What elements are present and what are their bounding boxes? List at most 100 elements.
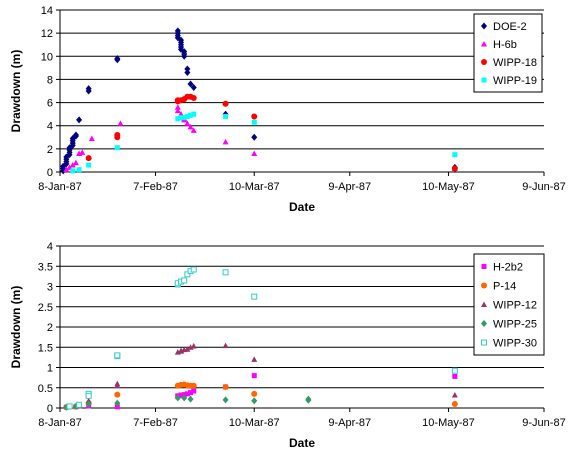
chart2-point-wipp-30 [184,271,191,278]
chart1-point-h-6b [187,123,194,130]
chart1-point-wipp-19 [184,113,190,119]
chart1-point-doe-2 [181,52,188,60]
chart1-x-tick-label: 8-Jan-87 [38,181,81,193]
chart2-point-wipp-25 [174,394,181,402]
chart1-point-wipp-19 [86,162,92,168]
chart1-point-h-6b [63,166,70,173]
chart1-point-wipp-19 [70,168,76,174]
chart1-point-wipp-18 [222,100,229,107]
chart2-point-h-2b2 [191,388,197,394]
chart1-y-tick-label: 12 [41,28,53,40]
chart1-point-wipp-19 [175,116,181,122]
chart1-x-tick-label: 9-Jun-87 [522,181,565,193]
chart2-point-p-14 [222,383,229,390]
chart2-x-tick-label: 9-Jun-87 [522,417,565,429]
chart2-point-wipp-12 [251,356,258,362]
chart1-x-tick-label: 9-Apr-87 [328,181,371,193]
chart1-point-wipp-18 [85,155,92,162]
chart1-legend-marker [481,22,487,30]
chart2-y-tick-label: 1.5 [38,342,53,354]
chart2-legend-marker [481,282,487,289]
chart2-legend-box [473,253,545,356]
chart2-point-wipp-12 [222,342,229,349]
chart2-point-wipp-12 [190,343,197,349]
chart1-y-tick-label: 8 [47,74,53,86]
chart2-point-wipp-25 [222,396,229,404]
chart2-x-tick-label: 10-May-87 [422,417,475,429]
chart1-y-tick-label: 2 [47,144,53,156]
chart2-point-wipp-25 [187,395,194,403]
chart1-point-wipp-19 [191,111,197,117]
chart2-legend-label: WIPP-25 [493,319,537,331]
chart1-point-wipp-19 [178,115,184,121]
chart1-point-doe-2 [76,116,83,124]
chart2-point-wipp-30 [451,367,458,374]
chart1-y-tick-label: 4 [47,121,53,133]
chart1-point-h-6b [251,150,258,156]
chart1-x-tick-label: 10-Mar-87 [229,181,280,193]
chart2-legend-marker [481,301,487,307]
chart1-y-tick-label: 10 [41,51,53,63]
chart2-point-wipp-25 [85,400,92,408]
chart1-point-h-6b [174,104,181,110]
chart2-point-wipp-12 [114,382,121,389]
chart1-point-h-6b [222,138,229,145]
chart2-y-tick-label: 0.5 [38,383,53,395]
chart1-point-h-6b [72,159,79,166]
chart1-legend-marker [481,77,487,83]
chart2-point-h-2b2 [184,391,190,397]
chart2-point-wipp-30 [114,352,121,359]
chart2-point-wipp-25 [305,396,312,404]
chart1-point-wipp-19 [181,115,187,121]
chart2-point-p-14 [451,400,458,407]
chart1-point-wipp-19 [114,145,120,151]
chart2-legend-label: P-14 [493,281,516,293]
chart1-point-doe-2 [190,84,197,92]
chart2-y-axis-title: Drawdown (m) [9,286,23,369]
chart2-point-h-2b2 [114,404,120,410]
chart2-point-wipp-30 [222,269,229,276]
chart1-point-wipp-18 [251,113,258,120]
chart1-point-doe-2 [184,68,191,76]
chart1-point-wipp-19 [223,113,229,119]
chart2-y-tick-label: 3 [47,282,53,294]
chart1-point-wipp-18 [114,134,121,141]
chart2-point-wipp-12 [184,346,191,352]
chart1-point-h-6b [117,120,124,126]
chart2-y-tick-label: 1 [47,363,53,375]
chart2-point-p-14 [251,390,258,397]
chart2-point-p-14 [114,391,121,398]
chart2-y-tick-label: 2 [47,322,53,334]
chart1-legend-label: DOE-2 [493,21,527,33]
chart1-point-h-6b [69,162,76,168]
chart1-point-wipp-18 [451,165,458,172]
chart2-x-tick-label: 7-Feb-87 [133,417,178,429]
chart1-x-tick-label: 10-May-87 [422,181,475,193]
chart1-point-wipp-19 [452,152,458,158]
chart2-legend-marker [481,320,487,327]
chart1-point-doe-2 [187,80,194,88]
chart1-y-tick-label: 14 [41,5,53,17]
chart2-point-wipp-25 [181,394,188,402]
chart1-legend-label: H-6b [493,39,517,51]
chart2-legend-label: WIPP-30 [493,338,537,350]
chart2-legend-marker [481,339,487,346]
chart2-point-wipp-25 [114,399,121,407]
chart1-x-axis-title: Date [289,200,315,214]
chart2-legend-label: H-2b2 [493,262,523,274]
chart1-legend-marker [481,41,487,47]
chart2-x-axis-title: Date [289,436,315,450]
chart1-y-tick-label: 6 [47,98,53,110]
chart2-x-tick-label: 9-Apr-87 [328,417,371,429]
chart1-point-wipp-19 [251,119,257,125]
chart1-point-doe-2 [85,85,92,93]
chart1-legend-label: WIPP-18 [493,57,537,69]
chart1-x-tick-label: 7-Feb-87 [133,181,178,193]
chart2-point-wipp-30 [85,392,92,399]
chart2-y-tick-label: 4 [47,241,53,253]
chart2-x-tick-label: 10-Mar-87 [229,417,280,429]
chart1-point-doe-2 [114,55,121,63]
chart1-point-wipp-19 [188,112,194,118]
chart2-y-tick-label: 3.5 [38,261,53,273]
